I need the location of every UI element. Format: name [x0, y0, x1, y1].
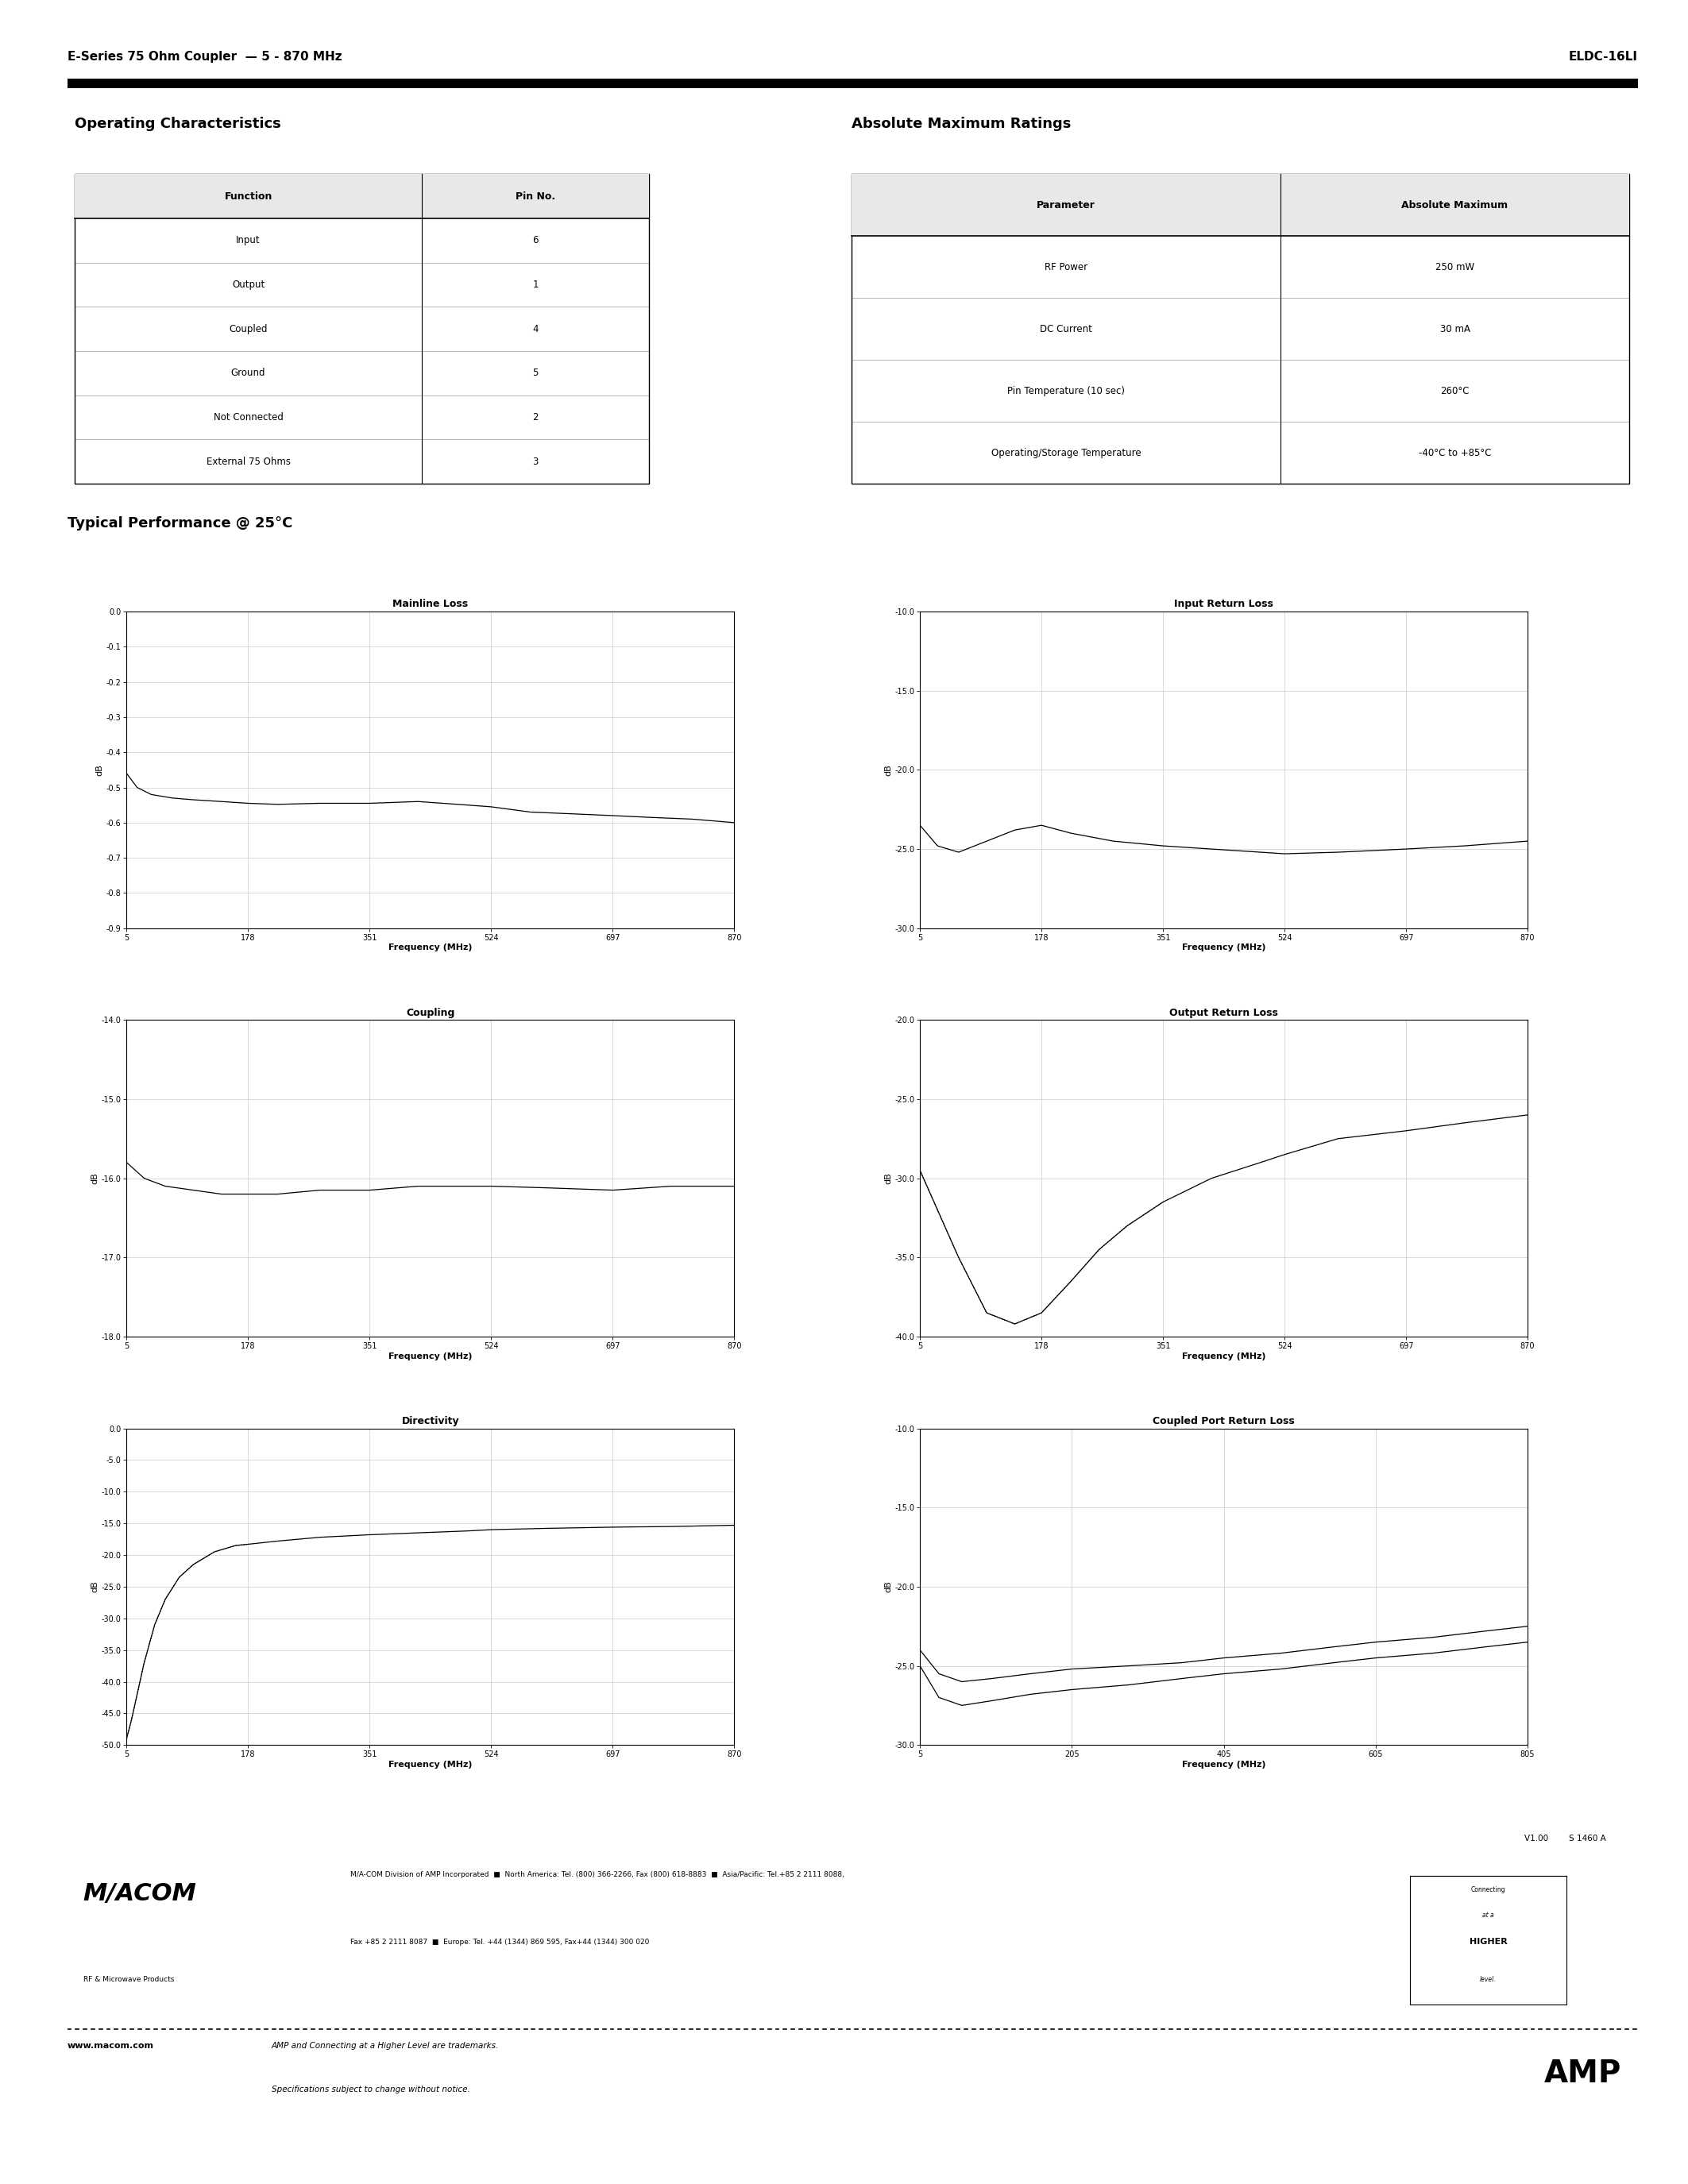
Text: Absolute Maximum: Absolute Maximum — [1401, 201, 1507, 210]
Text: V1.00        S 1460 A: V1.00 S 1460 A — [1524, 1835, 1605, 1843]
Text: Specifications subject to change without notice.: Specifications subject to change without… — [272, 2086, 469, 2092]
Text: RF Power: RF Power — [1045, 262, 1087, 273]
Title: Output Return Loss: Output Return Loss — [1170, 1007, 1278, 1018]
Y-axis label: dB: dB — [885, 1173, 893, 1184]
Bar — [852, 175, 1629, 236]
X-axis label: Frequency (MHz): Frequency (MHz) — [1182, 1760, 1266, 1769]
Text: 4: 4 — [532, 323, 538, 334]
Text: Operating/Storage Temperature: Operating/Storage Temperature — [991, 448, 1141, 459]
Bar — [74, 175, 648, 485]
Text: 30 mA: 30 mA — [1440, 323, 1470, 334]
Text: AMP and Connecting at a Higher Level are trademarks.: AMP and Connecting at a Higher Level are… — [272, 2042, 500, 2049]
Text: AMP: AMP — [1545, 2060, 1622, 2088]
Text: www.macom.com: www.macom.com — [68, 2042, 154, 2049]
Text: Pin Temperature (10 sec): Pin Temperature (10 sec) — [1008, 387, 1124, 395]
Text: Output: Output — [231, 280, 265, 290]
Text: Fax +85 2 2111 8087  ■  Europe: Tel. +44 (1344) 869 595, Fax+44 (1344) 300 020: Fax +85 2 2111 8087 ■ Europe: Tel. +44 (… — [349, 1939, 650, 1946]
Text: 1: 1 — [532, 280, 538, 290]
Title: Coupling: Coupling — [407, 1007, 454, 1018]
Text: -40°C to +85°C: -40°C to +85°C — [1418, 448, 1491, 459]
Text: M/A-COM Division of AMP Incorporated  ■  North America: Tel. (800) 366-2266, Fax: M/A-COM Division of AMP Incorporated ■ N… — [349, 1872, 844, 1878]
Y-axis label: dB: dB — [91, 1173, 100, 1184]
Text: Absolute Maximum Ratings: Absolute Maximum Ratings — [852, 118, 1072, 131]
Text: Connecting: Connecting — [1470, 1885, 1506, 1894]
Text: RF & Microwave Products: RF & Microwave Products — [83, 1977, 174, 1983]
X-axis label: Frequency (MHz): Frequency (MHz) — [388, 943, 473, 952]
Y-axis label: dB: dB — [885, 764, 893, 775]
Text: 2: 2 — [532, 413, 538, 422]
Text: 6: 6 — [532, 236, 538, 245]
Text: 260°C: 260°C — [1440, 387, 1469, 395]
Text: 5: 5 — [532, 369, 538, 378]
X-axis label: Frequency (MHz): Frequency (MHz) — [388, 1760, 473, 1769]
Text: HIGHER: HIGHER — [1469, 1937, 1507, 1946]
Text: Operating Characteristics: Operating Characteristics — [74, 118, 280, 131]
X-axis label: Frequency (MHz): Frequency (MHz) — [388, 1352, 473, 1361]
Title: Coupled Port Return Loss: Coupled Port Return Loss — [1153, 1415, 1295, 1426]
Y-axis label: dB: dB — [96, 764, 105, 775]
Bar — [74, 175, 648, 218]
Y-axis label: dB: dB — [885, 1581, 893, 1592]
Text: Ground: Ground — [231, 369, 265, 378]
Text: level.: level. — [1480, 1977, 1497, 1983]
Text: Parameter: Parameter — [1036, 201, 1096, 210]
Text: Input: Input — [236, 236, 260, 245]
Text: M/ACOM: M/ACOM — [83, 1883, 197, 1904]
Text: at a: at a — [1482, 1911, 1494, 1920]
Text: Pin No.: Pin No. — [515, 192, 555, 201]
Text: External 75 Ohms: External 75 Ohms — [206, 456, 290, 467]
Text: Typical Performance @ 25°C: Typical Performance @ 25°C — [68, 515, 292, 531]
Text: ELDC-16LI: ELDC-16LI — [1568, 50, 1637, 63]
Bar — [1409, 1876, 1566, 2005]
Title: Directivity: Directivity — [402, 1415, 459, 1426]
Text: Coupled: Coupled — [230, 323, 268, 334]
Title: Mainline Loss: Mainline Loss — [393, 598, 468, 609]
Text: Function: Function — [225, 192, 272, 201]
Text: Not Connected: Not Connected — [213, 413, 284, 422]
Text: DC Current: DC Current — [1040, 323, 1092, 334]
X-axis label: Frequency (MHz): Frequency (MHz) — [1182, 943, 1266, 952]
Text: E-Series 75 Ohm Coupler  — 5 - 870 MHz: E-Series 75 Ohm Coupler — 5 - 870 MHz — [68, 50, 343, 63]
X-axis label: Frequency (MHz): Frequency (MHz) — [1182, 1352, 1266, 1361]
Y-axis label: dB: dB — [91, 1581, 100, 1592]
Text: 3: 3 — [532, 456, 538, 467]
Text: 250 mW: 250 mW — [1435, 262, 1474, 273]
Title: Input Return Loss: Input Return Loss — [1175, 598, 1273, 609]
Bar — [852, 175, 1629, 485]
